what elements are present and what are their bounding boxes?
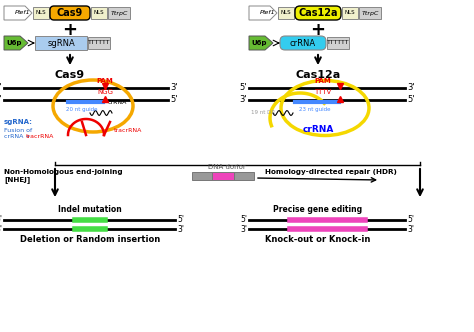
Text: +: + xyxy=(63,21,78,39)
Text: 3': 3' xyxy=(177,224,184,233)
Bar xyxy=(108,7,130,19)
Text: sgRNA: sgRNA xyxy=(47,39,75,47)
Text: Precise gene editing: Precise gene editing xyxy=(273,206,363,214)
Bar xyxy=(278,7,294,19)
Bar xyxy=(342,7,358,19)
Bar xyxy=(35,36,87,50)
Text: Fusion of: Fusion of xyxy=(4,127,32,132)
Text: sgRNA:: sgRNA: xyxy=(4,119,33,125)
Text: Cas12a: Cas12a xyxy=(298,8,338,18)
Bar xyxy=(88,37,110,49)
Text: TtrpC: TtrpC xyxy=(110,11,128,16)
Polygon shape xyxy=(4,36,28,50)
Polygon shape xyxy=(249,36,273,50)
Text: 5': 5' xyxy=(170,96,177,105)
Text: crRNA: crRNA xyxy=(302,125,334,134)
Text: NLS: NLS xyxy=(36,11,46,16)
Text: tracrRNA: tracrRNA xyxy=(114,127,142,132)
Text: Cas9: Cas9 xyxy=(57,8,83,18)
Text: [NHEJ]: [NHEJ] xyxy=(4,177,30,184)
Text: Cas9: Cas9 xyxy=(55,70,85,80)
Text: Deletion or Random insertion: Deletion or Random insertion xyxy=(20,235,160,244)
Text: PAM: PAM xyxy=(97,78,113,84)
Text: P: P xyxy=(260,11,264,16)
Text: crRNA: crRNA xyxy=(290,39,316,47)
Bar xyxy=(192,172,212,180)
Bar xyxy=(234,172,254,180)
Text: Homology-directed repair (HDR): Homology-directed repair (HDR) xyxy=(265,169,397,175)
Text: 5': 5' xyxy=(407,215,414,224)
Text: P: P xyxy=(15,11,19,16)
Polygon shape xyxy=(249,6,277,20)
Text: tef1: tef1 xyxy=(263,11,275,16)
Text: 3': 3' xyxy=(0,96,2,105)
Text: 5': 5' xyxy=(177,215,184,224)
Text: 3': 3' xyxy=(239,96,247,105)
Text: tracrRNA: tracrRNA xyxy=(26,134,55,139)
Text: 5': 5' xyxy=(240,215,247,224)
FancyBboxPatch shape xyxy=(280,36,326,50)
Text: Non-Homologous end-joining: Non-Homologous end-joining xyxy=(4,169,123,175)
Bar xyxy=(327,37,349,49)
Text: 5': 5' xyxy=(239,84,247,93)
Text: NLS: NLS xyxy=(94,11,104,16)
Text: TtrpC: TtrpC xyxy=(361,11,379,16)
Text: 23 nt guide: 23 nt guide xyxy=(299,107,331,112)
Text: PAM: PAM xyxy=(315,78,331,84)
Text: 20 nt guide: 20 nt guide xyxy=(66,107,98,112)
Text: +: + xyxy=(310,21,326,39)
Text: NLS: NLS xyxy=(345,11,356,16)
Text: TTTV: TTTV xyxy=(314,89,332,95)
Text: NGG: NGG xyxy=(97,89,113,95)
Bar xyxy=(33,7,49,19)
Text: Cas12a: Cas12a xyxy=(295,70,341,80)
Text: U6p: U6p xyxy=(251,40,267,46)
Text: Knock-out or Knock-in: Knock-out or Knock-in xyxy=(265,235,371,244)
Text: crRNA: crRNA xyxy=(108,100,128,105)
Text: Indel mutation: Indel mutation xyxy=(58,206,122,214)
Text: 5': 5' xyxy=(0,215,2,224)
Polygon shape xyxy=(4,6,32,20)
Bar xyxy=(359,7,381,19)
Text: TTTTTT: TTTTTT xyxy=(88,41,110,45)
Text: NLS: NLS xyxy=(281,11,292,16)
Text: 3': 3' xyxy=(407,84,415,93)
Text: 3': 3' xyxy=(240,224,247,233)
Text: 19 nt DR: 19 nt DR xyxy=(251,110,275,115)
Text: 5': 5' xyxy=(407,96,414,105)
Text: TTTTTT: TTTTTT xyxy=(327,41,349,45)
Text: 3': 3' xyxy=(170,84,178,93)
Text: 3': 3' xyxy=(0,224,2,233)
Text: tef1: tef1 xyxy=(18,11,31,16)
Text: 5': 5' xyxy=(0,84,2,93)
Bar xyxy=(91,7,107,19)
Text: crRNA +: crRNA + xyxy=(4,134,33,139)
Text: DNA donor: DNA donor xyxy=(208,164,246,170)
Text: 3': 3' xyxy=(407,224,414,233)
FancyBboxPatch shape xyxy=(295,6,341,20)
Bar xyxy=(212,172,234,180)
Text: U6p: U6p xyxy=(6,40,22,46)
FancyBboxPatch shape xyxy=(50,6,90,20)
